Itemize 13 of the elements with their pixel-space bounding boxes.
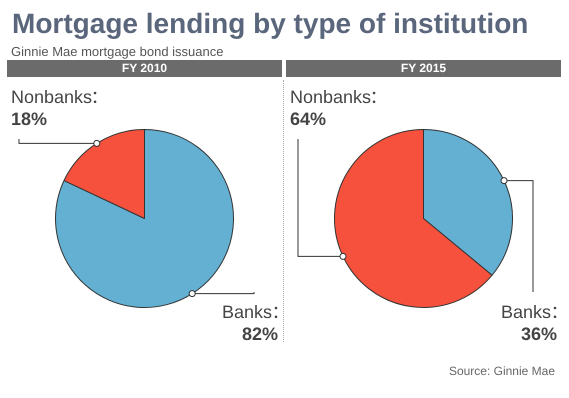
source-note: Source: Ginnie Mae <box>448 364 555 378</box>
chart-title: FY 2015 <box>286 60 561 77</box>
data-label: 36% <box>520 324 557 344</box>
slice-label: Nonbanks <box>11 87 92 107</box>
data-label: 82% <box>242 324 278 344</box>
chart-title: FY 2010 <box>7 60 282 77</box>
slice-label: Nonbanks <box>290 87 372 107</box>
text: Ginnie Mae mortgage bond issuance <box>11 44 224 59</box>
data-label: 64% <box>290 109 326 129</box>
slice-label: Banks <box>222 302 272 322</box>
data-label: 18% <box>11 109 48 129</box>
text: Mortgage lending by type of institution <box>12 8 528 40</box>
slice-label: Banks <box>500 302 551 322</box>
